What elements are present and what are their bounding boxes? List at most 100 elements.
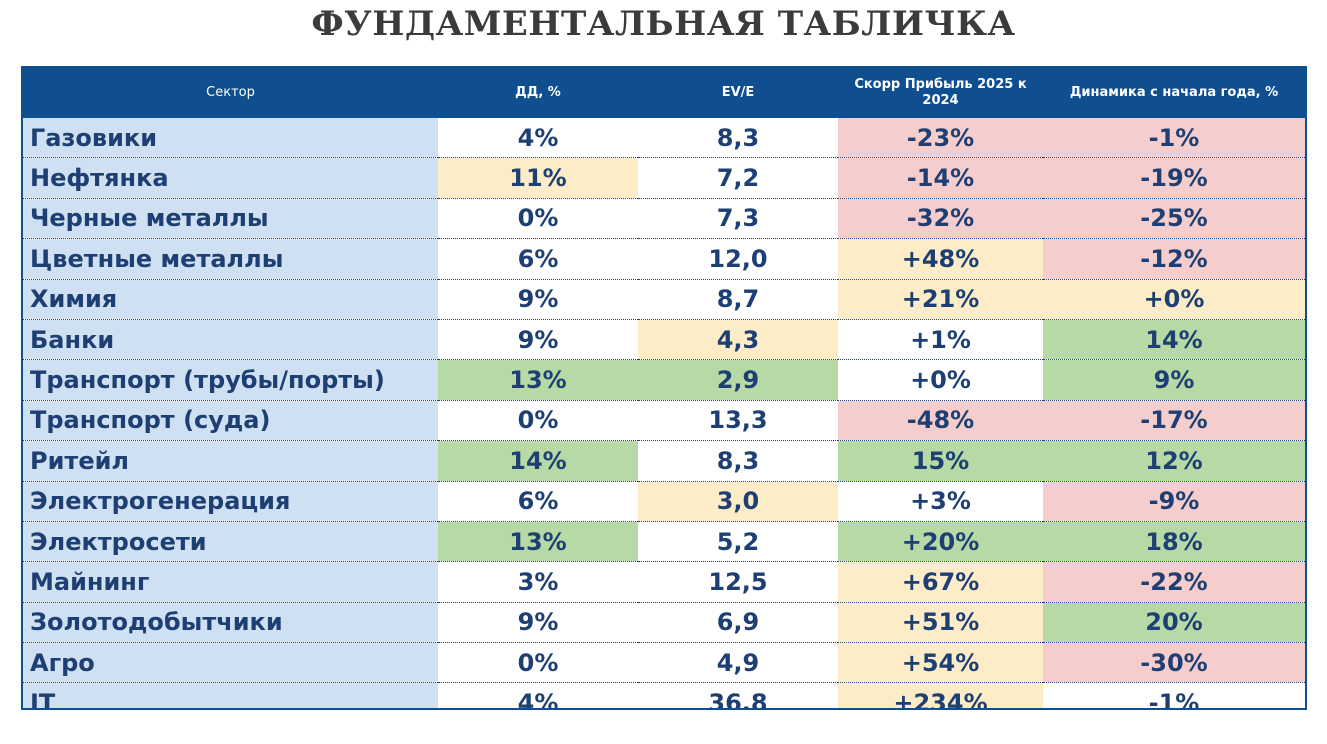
sector-name-cell: Электрогенерация (23, 481, 438, 522)
sector-name-cell: Майнинг (23, 561, 438, 603)
table-row: Транспорт (суда) 0% 13,3 -48% -17% (23, 400, 1305, 442)
table-header-row: Сектор ДД, % EV/E Скорр Прибыль 2025 к 2… (23, 68, 1305, 118)
adjusted-profit-cell: +21% (838, 279, 1043, 320)
fundamental-table: Сектор ДД, % EV/E Скорр Прибыль 2025 к 2… (23, 68, 1305, 708)
sector-name-cell: IT (23, 682, 438, 708)
header-ev-e: EV/E (638, 68, 838, 118)
ytd-dynamics-cell: 20% (1043, 602, 1305, 644)
table-row: Черные металлы 0% 7,3 -32% -25% (23, 198, 1305, 240)
sector-name-cell: Банки (23, 319, 438, 361)
adjusted-profit-cell: +3% (838, 481, 1043, 522)
sector-name-cell: Химия (23, 279, 438, 320)
table-row: Агро 0% 4,9 +54% -30% (23, 642, 1305, 684)
sector-name-cell: Транспорт (суда) (23, 400, 438, 442)
table-row: IT 4% 36,8 +234% -1% (23, 682, 1305, 708)
dividend-yield-cell: 0% (438, 400, 638, 442)
dividend-yield-cell: 4% (438, 682, 638, 708)
ev-e-cell: 12,0 (638, 238, 838, 280)
dividend-yield-cell: 4% (438, 118, 638, 159)
ev-e-cell: 7,3 (638, 198, 838, 240)
table-row: Электросети 13% 5,2 +20% 18% (23, 521, 1305, 563)
dividend-yield-cell: 3% (438, 561, 638, 603)
ev-e-cell: 8,3 (638, 118, 838, 159)
adjusted-profit-cell: +48% (838, 238, 1043, 280)
adjusted-profit-cell: -23% (838, 118, 1043, 159)
table-row: Транспорт (трубы/порты) 13% 2,9 +0% 9% (23, 359, 1305, 401)
ev-e-cell: 5,2 (638, 521, 838, 563)
dividend-yield-cell: 9% (438, 279, 638, 320)
ev-e-cell: 2,9 (638, 359, 838, 401)
dividend-yield-cell: 6% (438, 481, 638, 522)
dividend-yield-cell: 13% (438, 359, 638, 401)
ytd-dynamics-cell: -12% (1043, 238, 1305, 280)
adjusted-profit-cell: +67% (838, 561, 1043, 603)
ytd-dynamics-cell: -1% (1043, 118, 1305, 159)
ev-e-cell: 4,3 (638, 319, 838, 361)
adjusted-profit-cell: -48% (838, 400, 1043, 442)
table-row: Банки 9% 4,3 +1% 14% (23, 319, 1305, 361)
ytd-dynamics-cell: -19% (1043, 157, 1305, 199)
table-row: Цветные металлы 6% 12,0 +48% -12% (23, 238, 1305, 280)
adjusted-profit-cell: +0% (838, 359, 1043, 401)
table-row: Химия 9% 8,7 +21% +0% (23, 279, 1305, 320)
ev-e-cell: 13,3 (638, 400, 838, 442)
adjusted-profit-cell: +1% (838, 319, 1043, 361)
ytd-dynamics-cell: -9% (1043, 481, 1305, 522)
ytd-dynamics-cell: -30% (1043, 642, 1305, 684)
sector-name-cell: Агро (23, 642, 438, 684)
ev-e-cell: 8,7 (638, 279, 838, 320)
adjusted-profit-cell: +51% (838, 602, 1043, 644)
dividend-yield-cell: 6% (438, 238, 638, 280)
ytd-dynamics-cell: -22% (1043, 561, 1305, 603)
table-row: Майнинг 3% 12,5 +67% -22% (23, 561, 1305, 603)
header-adjusted-profit: Скорр Прибыль 2025 к 2024 (838, 68, 1043, 118)
ytd-dynamics-cell: 14% (1043, 319, 1305, 361)
dividend-yield-cell: 0% (438, 642, 638, 684)
sector-name-cell: Ритейл (23, 440, 438, 482)
adjusted-profit-cell: -32% (838, 198, 1043, 240)
dividend-yield-cell: 9% (438, 319, 638, 361)
dividend-yield-cell: 0% (438, 198, 638, 240)
ytd-dynamics-cell: 9% (1043, 359, 1305, 401)
sector-name-cell: Цветные металлы (23, 238, 438, 280)
table-row: Ритейл 14% 8,3 15% 12% (23, 440, 1305, 482)
header-dividend-yield: ДД, % (438, 68, 638, 118)
ytd-dynamics-cell: 12% (1043, 440, 1305, 482)
ev-e-cell: 3,0 (638, 481, 838, 522)
ytd-dynamics-cell: 18% (1043, 521, 1305, 563)
adjusted-profit-cell: +54% (838, 642, 1043, 684)
header-ytd-dynamics: Динамика с начала года, % (1043, 68, 1305, 118)
sector-name-cell: Транспорт (трубы/порты) (23, 359, 438, 401)
adjusted-profit-cell: 15% (838, 440, 1043, 482)
table-row: Газовики 4% 8,3 -23% -1% (23, 118, 1305, 159)
fundamental-table-container: Сектор ДД, % EV/E Скорр Прибыль 2025 к 2… (21, 66, 1307, 710)
page-title: ФУНДАМЕНТАЛЬНАЯ ТАБЛИЧКА (311, 4, 1016, 44)
adjusted-profit-cell: +234% (838, 682, 1043, 708)
ev-e-cell: 12,5 (638, 561, 838, 603)
ev-e-cell: 8,3 (638, 440, 838, 482)
table-row: Электрогенерация 6% 3,0 +3% -9% (23, 481, 1305, 522)
sector-name-cell: Черные металлы (23, 198, 438, 240)
ev-e-cell: 36,8 (638, 682, 838, 708)
table-row: Нефтянка 11% 7,2 -14% -19% (23, 157, 1305, 199)
table-body: Газовики 4% 8,3 -23% -1% Нефтянка 11% 7,2 -14% -1… (23, 118, 1305, 708)
dividend-yield-cell: 14% (438, 440, 638, 482)
ytd-dynamics-cell: +0% (1043, 279, 1305, 320)
sector-name-cell: Газовики (23, 118, 438, 159)
sector-name-cell: Золотодобытчики (23, 602, 438, 644)
adjusted-profit-cell: -14% (838, 157, 1043, 199)
ytd-dynamics-cell: -1% (1043, 682, 1305, 708)
ev-e-cell: 7,2 (638, 157, 838, 199)
dividend-yield-cell: 9% (438, 602, 638, 644)
ytd-dynamics-cell: -17% (1043, 400, 1305, 442)
sector-name-cell: Электросети (23, 521, 438, 563)
dividend-yield-cell: 13% (438, 521, 638, 563)
ytd-dynamics-cell: -25% (1043, 198, 1305, 240)
adjusted-profit-cell: +20% (838, 521, 1043, 563)
table-row: Золотодобытчики 9% 6,9 +51% 20% (23, 602, 1305, 644)
ev-e-cell: 4,9 (638, 642, 838, 684)
dividend-yield-cell: 11% (438, 157, 638, 199)
sector-name-cell: Нефтянка (23, 157, 438, 199)
ev-e-cell: 6,9 (638, 602, 838, 644)
header-sector: Сектор (23, 68, 438, 118)
